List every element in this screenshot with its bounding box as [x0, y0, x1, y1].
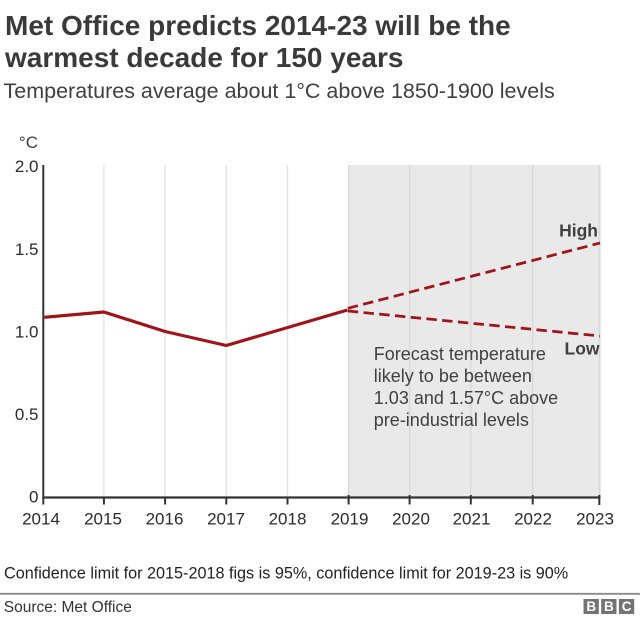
svg-text:Low: Low	[565, 339, 600, 359]
svg-text:Source: Met Office: Source: Met Office	[4, 599, 132, 616]
svg-text:2023: 2023	[576, 510, 614, 529]
svg-text:Confidence limit for 2015-2018: Confidence limit for 2015-2018 figs is 9…	[4, 565, 568, 583]
svg-text:1.0: 1.0	[15, 322, 39, 341]
svg-text:warmest decade for 150 years: warmest decade for 150 years	[4, 42, 403, 73]
svg-text:°C: °C	[19, 133, 38, 152]
svg-text:2019: 2019	[331, 510, 369, 529]
svg-text:2016: 2016	[146, 510, 184, 529]
svg-text:2014: 2014	[22, 510, 60, 529]
svg-text:2017: 2017	[207, 510, 245, 529]
svg-text:Temperatures average about 1°C: Temperatures average about 1°C above 185…	[4, 79, 555, 103]
svg-text:High: High	[559, 220, 598, 240]
svg-text:2022: 2022	[514, 510, 552, 529]
svg-text:1.5: 1.5	[15, 240, 39, 259]
svg-text:2015: 2015	[84, 510, 122, 529]
svg-text:2021: 2021	[453, 510, 491, 529]
svg-text:2.0: 2.0	[15, 157, 39, 176]
svg-text:Forecast temperature: Forecast temperature	[374, 344, 546, 364]
svg-text:2020: 2020	[392, 510, 430, 529]
svg-text:B: B	[604, 599, 614, 614]
svg-text:0.5: 0.5	[15, 405, 39, 424]
svg-text:Met Office predicts 2014-23 wi: Met Office predicts 2014-23 will be the	[5, 10, 511, 41]
svg-text:likely to be between: likely to be between	[374, 366, 532, 386]
svg-text:0: 0	[29, 488, 38, 507]
svg-text:C: C	[622, 599, 632, 614]
svg-text:B: B	[586, 599, 596, 614]
svg-text:pre-industrial levels: pre-industrial levels	[374, 410, 529, 430]
svg-text:2018: 2018	[269, 510, 307, 529]
svg-text:1.03 and 1.57°C above: 1.03 and 1.57°C above	[374, 388, 558, 408]
